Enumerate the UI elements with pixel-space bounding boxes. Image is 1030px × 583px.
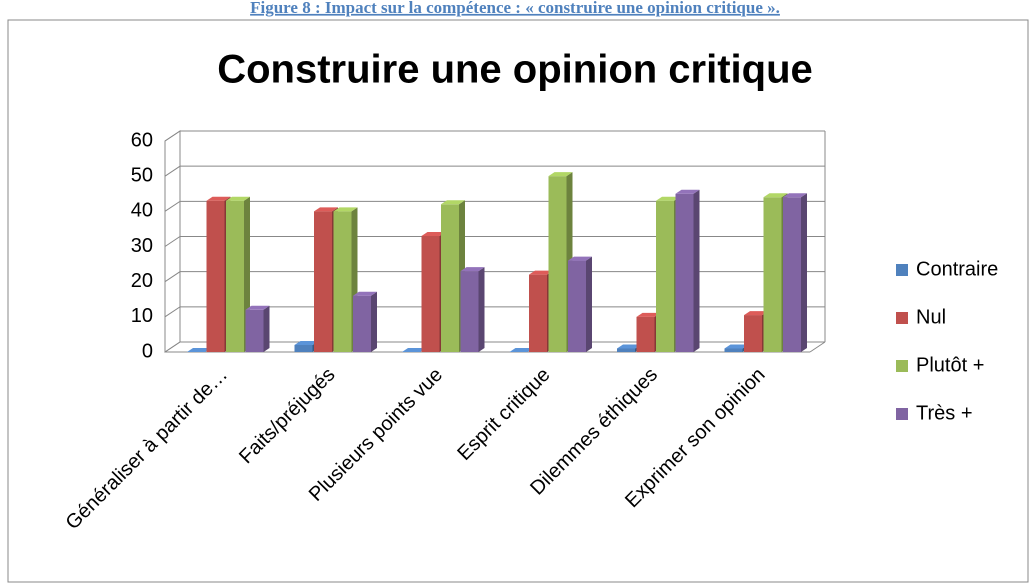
bar-top	[206, 196, 231, 201]
bar-front	[245, 309, 264, 352]
bar-front	[529, 274, 547, 352]
bar-top	[724, 344, 749, 349]
bar-front	[226, 200, 244, 352]
chart-frame	[7, 19, 1029, 583]
bar-top	[783, 193, 807, 198]
bar-front	[353, 295, 371, 352]
y-tick-label: 60	[131, 129, 153, 151]
legend-swatch	[896, 408, 908, 420]
y-tick-label: 10	[131, 305, 153, 327]
bar-top	[617, 344, 641, 349]
bar-front	[568, 260, 586, 352]
y-tick-label: 20	[131, 270, 153, 292]
grid-line	[164, 271, 825, 283]
bar-front	[763, 197, 782, 352]
bar	[460, 267, 485, 352]
bar-front	[314, 211, 332, 352]
bar-front	[206, 200, 225, 352]
bar-top	[529, 270, 553, 275]
bar	[245, 305, 270, 352]
grid-line	[164, 130, 825, 142]
bar	[568, 256, 592, 352]
legend-swatch	[896, 264, 908, 276]
bar-top	[675, 189, 700, 194]
bar-top	[353, 291, 377, 296]
bar-front	[548, 176, 567, 352]
bar-top	[333, 207, 358, 212]
bar-top	[421, 231, 446, 236]
grid-line	[164, 236, 825, 247]
grid-line	[164, 341, 825, 353]
grid-line	[164, 200, 825, 212]
bar-top	[402, 348, 426, 352]
bar-top	[294, 340, 319, 345]
legend-label: Très +	[916, 402, 973, 424]
bar-front	[617, 348, 635, 352]
bar-front	[294, 344, 313, 352]
bar-front	[675, 193, 694, 352]
bar	[783, 193, 807, 352]
bar-front	[636, 316, 655, 352]
bar-top	[636, 312, 661, 317]
legend-swatch	[896, 360, 908, 372]
bar-top	[548, 172, 573, 177]
bar-top	[763, 193, 788, 198]
bar-side	[478, 267, 485, 352]
bar-front	[421, 235, 440, 352]
bar	[353, 291, 377, 352]
bar-top	[460, 267, 485, 272]
figure-caption: Figure 8 : Impact sur la compétence : « …	[250, 0, 780, 17]
legend-label: Nul	[916, 306, 946, 328]
bar-side	[801, 193, 807, 352]
bar-front	[744, 315, 762, 352]
bar-side	[371, 291, 377, 352]
bar-front	[783, 197, 801, 352]
y-tick-label: 50	[131, 164, 153, 186]
grid-line	[164, 306, 825, 318]
bar-front	[333, 211, 352, 352]
bar-front	[656, 200, 674, 352]
bar-side	[263, 305, 270, 352]
y-tick-label: 40	[131, 200, 153, 222]
y-tick-label: 30	[131, 235, 153, 257]
legend-label: Contraire	[916, 258, 998, 280]
chart-title: Construire une opinion critique	[217, 48, 813, 92]
bar-top	[509, 348, 534, 352]
bar-top	[441, 200, 465, 205]
y-tick-label: 0	[142, 340, 153, 362]
floor-edge	[809, 341, 826, 353]
grid-line	[164, 165, 825, 177]
bar-side	[586, 256, 592, 352]
bar-side	[693, 189, 700, 352]
bar-top	[744, 311, 768, 316]
bar-top	[314, 207, 338, 212]
bar	[187, 348, 211, 352]
bar	[509, 348, 534, 352]
bar-top	[187, 348, 211, 352]
bar-front	[724, 348, 743, 352]
bar-front	[460, 271, 479, 352]
bar	[333, 207, 358, 352]
bar-top	[568, 256, 592, 261]
legend-label: Plutôt +	[916, 354, 984, 376]
bar-front	[441, 204, 459, 352]
bar-top	[656, 196, 680, 201]
bar	[402, 348, 426, 352]
legend-swatch	[896, 312, 908, 324]
bar-top	[245, 305, 270, 310]
bar-top	[226, 196, 250, 201]
bar	[675, 189, 700, 352]
